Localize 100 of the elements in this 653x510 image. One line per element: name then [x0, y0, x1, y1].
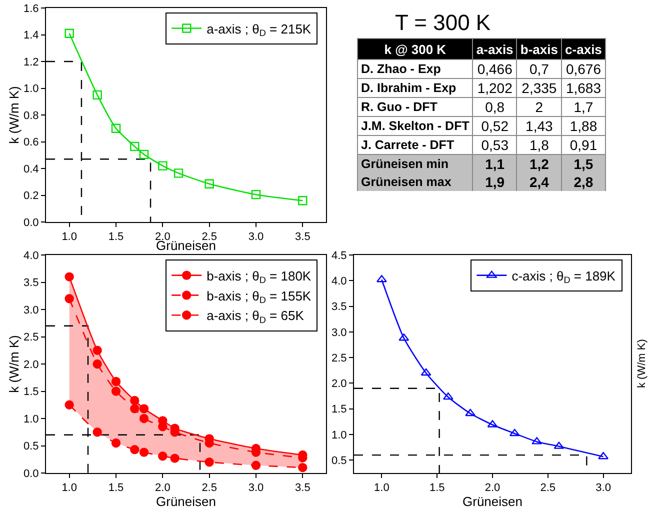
category-label: Grüneisen max	[361, 175, 452, 189]
point	[158, 452, 168, 461]
text: 1,43	[526, 118, 553, 134]
point	[251, 460, 261, 470]
y-tick-label: 1.4	[24, 30, 39, 42]
text: 2,335	[522, 80, 557, 96]
text: 2,4	[529, 174, 549, 190]
category-label: b-axis	[516, 38, 562, 60]
y-tick-label: 1.5	[332, 404, 347, 416]
y-tick-label: 4.0	[332, 276, 347, 288]
point	[139, 414, 149, 424]
text: 1,683	[566, 80, 602, 96]
x-tick-label: 1.0	[62, 482, 77, 494]
text: 1,5	[574, 156, 594, 172]
x-tick-label: 1.5	[108, 482, 124, 494]
text: 2	[535, 99, 544, 115]
y-tick-label: 3.0	[332, 326, 347, 339]
y-tick-label: 1.6	[24, 2, 39, 15]
point	[139, 448, 149, 457]
text: T = 300 K	[395, 10, 492, 37]
category-label: a-axis	[472, 38, 517, 60]
y-tick-label: 3.5	[24, 277, 39, 290]
point	[111, 438, 121, 448]
y-axis-title: k (W/m K)	[636, 339, 648, 388]
point	[111, 376, 121, 386]
legend-label: b-axis ; θ$_{D}$ = 155K	[206, 288, 312, 306]
text: 1,202	[477, 80, 512, 96]
x-tick-label: 3.0	[248, 482, 264, 494]
y-tick-label: 4.0	[24, 250, 39, 262]
x-tick-label: 1.0	[374, 482, 390, 494]
x-tick-label: 2.5	[540, 482, 556, 494]
x-tick-label: 1.0	[62, 231, 77, 244]
text: 0,676	[566, 61, 602, 77]
legend-label: a-axis ; θ$_{D}$ = 215K	[206, 21, 312, 38]
text: 0,91	[570, 137, 598, 153]
point	[174, 168, 184, 178]
point	[64, 272, 74, 282]
point	[64, 294, 74, 304]
point	[170, 454, 180, 463]
category-label: D. Ibrahim - Exp	[361, 81, 456, 95]
point	[92, 90, 102, 100]
text: 2,8	[574, 174, 594, 190]
point	[442, 392, 454, 400]
category-label: D. Zhao - Exp	[361, 62, 441, 76]
y-tick-label: 0.8	[24, 110, 39, 122]
y-tick-label: 1.0	[24, 413, 39, 426]
point	[509, 428, 520, 436]
y-axis-title: k (W/m K)	[6, 335, 22, 393]
point	[64, 28, 74, 38]
y-tick-label: 2.5	[24, 332, 39, 344]
text: 0,466	[477, 61, 512, 77]
y-tick-label: 2.0	[24, 358, 39, 371]
y-tick-label: 4.5	[332, 250, 347, 262]
point	[251, 190, 261, 200]
category-label: Grüneisen min	[361, 157, 449, 171]
text: 1,9	[485, 174, 505, 190]
point	[130, 142, 140, 152]
y-tick-label: 0.6	[24, 136, 39, 149]
x-tick-label: 2.5	[202, 482, 217, 494]
text: 1,1	[485, 156, 505, 172]
text: 0,8	[485, 99, 505, 115]
point	[92, 359, 102, 369]
y-tick-label: 0.5	[24, 440, 39, 453]
x-tick-label: 2.0	[155, 482, 170, 494]
x-tick-label: 2.5	[202, 231, 217, 244]
point	[111, 386, 121, 396]
point	[298, 196, 308, 206]
text: 1,8	[529, 137, 549, 153]
text: k @ 300 K	[358, 38, 473, 60]
legend-label: b-axis ; θ$_{D}$ = 180K	[206, 268, 312, 286]
y-tick-label: 2.5	[332, 352, 347, 364]
y-tick-label: 2.0	[332, 378, 347, 390]
y-tick-label: 1.2	[24, 56, 39, 68]
y-tick-label: 3.5	[332, 301, 347, 314]
x-tick-label: 3.5	[295, 231, 310, 244]
point	[130, 396, 140, 406]
point	[139, 150, 149, 160]
x-tick-label: 3.5	[295, 482, 310, 494]
y-tick-label: 1.0	[24, 83, 39, 96]
x-tick-label: 2.0	[484, 482, 500, 494]
text: 0,53	[481, 137, 508, 153]
point	[130, 444, 140, 454]
text: 1,88	[570, 118, 598, 134]
category-label: J.M. Skelton - DFT	[361, 119, 470, 133]
category-label: J. Carrete - DFT	[361, 138, 454, 152]
point	[92, 346, 102, 355]
point	[130, 404, 140, 414]
x-axis-title: Grüneisen	[462, 494, 522, 510]
category-label: c-axis	[561, 38, 606, 60]
y-tick-label: 1.0	[332, 429, 347, 442]
x-tick-label: 3.0	[596, 482, 611, 494]
point	[598, 452, 609, 460]
point	[465, 408, 476, 416]
y-tick-label: 0.5	[332, 455, 347, 468]
point	[204, 179, 214, 188]
y-tick-label: 0.0	[24, 216, 39, 229]
point	[111, 124, 121, 133]
x-tick-label: 1.5	[108, 231, 124, 244]
legend-label: c-axis ; θ$_{D}$ = 189K	[512, 268, 616, 286]
text: 0,7	[529, 61, 549, 77]
